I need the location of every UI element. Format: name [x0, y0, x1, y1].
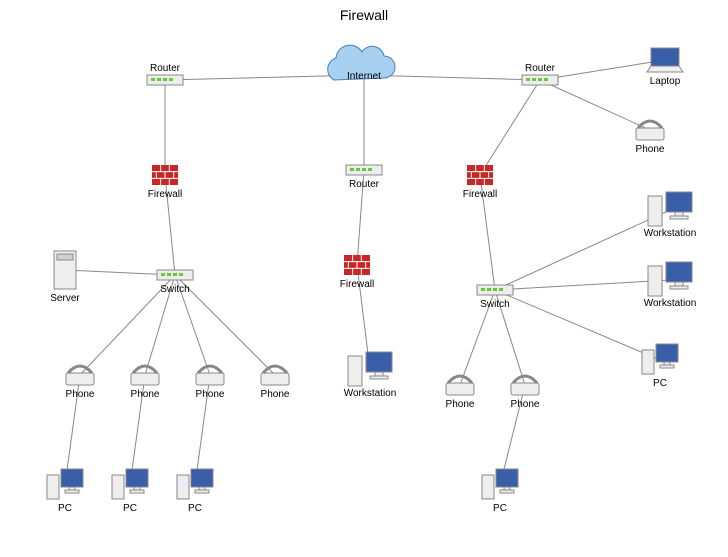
diagram-title: Firewall: [340, 7, 388, 23]
phone-node: Phone: [131, 366, 160, 400]
workstation-icon: [648, 262, 692, 296]
phone-node: Phone: [66, 366, 95, 400]
workstation-node: Workstation: [644, 192, 697, 239]
edge: [495, 280, 670, 290]
laptop-icon: [647, 48, 683, 72]
firewall-label: Firewall: [463, 189, 497, 200]
router-icon: [522, 75, 558, 85]
pc-icon: [482, 469, 518, 499]
pc-icon: [112, 469, 148, 499]
phone-label: Phone: [131, 389, 160, 400]
router-node: Router: [346, 165, 382, 190]
phone-icon: [511, 376, 539, 395]
phone-label: Phone: [261, 389, 290, 400]
phone-node: Phone: [511, 376, 540, 410]
workstation-node: Workstation: [344, 352, 397, 399]
router-label: Router: [150, 63, 181, 74]
server-icon: [54, 251, 76, 289]
phone-icon: [131, 366, 159, 385]
title-node: Firewall: [340, 7, 388, 23]
pc-node: PC: [47, 469, 83, 514]
pc-node: PC: [642, 344, 678, 389]
phone-icon: [66, 366, 94, 385]
firewall-node: Firewall: [340, 255, 374, 290]
switch-icon: [157, 270, 193, 280]
pc-label: PC: [188, 503, 202, 514]
workstation-label: Workstation: [644, 298, 697, 309]
phone-node: Phone: [196, 366, 225, 400]
firewall-label: Firewall: [148, 189, 182, 200]
phone-label: Phone: [636, 144, 665, 155]
workstation-node: Workstation: [644, 262, 697, 309]
laptop-label: Laptop: [650, 76, 681, 87]
phone-label: Phone: [196, 389, 225, 400]
edge: [540, 80, 650, 130]
router-label: Router: [525, 63, 556, 74]
phone-icon: [636, 121, 664, 140]
router-node: Router: [522, 63, 558, 85]
laptop-node: Laptop: [647, 48, 683, 87]
pc-icon: [177, 469, 213, 499]
edge: [480, 80, 540, 175]
switch-label: Switch: [480, 299, 509, 310]
phone-label: Phone: [511, 399, 540, 410]
network-diagram: Firewall Internet Router Router Router Laptop…: [0, 0, 728, 557]
firewall-icon: [152, 165, 178, 185]
cloud-node: Internet: [328, 45, 395, 82]
firewall-icon: [467, 165, 493, 185]
pc-icon: [642, 344, 678, 374]
pc-icon: [47, 469, 83, 499]
router-icon: [346, 165, 382, 175]
edge: [175, 275, 275, 375]
workstation-icon: [348, 352, 392, 386]
server-node: Server: [50, 251, 80, 304]
switch-label: Switch: [160, 284, 189, 295]
pc-label: PC: [123, 503, 137, 514]
firewall-node: Firewall: [463, 165, 497, 200]
switch-node: Switch: [477, 285, 513, 310]
router-node: Router: [147, 63, 183, 85]
edge: [495, 290, 660, 360]
pc-label: PC: [653, 378, 667, 389]
phone-node: Phone: [261, 366, 290, 400]
firewall-label: Firewall: [340, 279, 374, 290]
edge: [540, 60, 665, 80]
edge: [495, 210, 670, 290]
firewall-node: Firewall: [148, 165, 182, 200]
router-icon: [147, 75, 183, 85]
switch-node: Switch: [157, 270, 193, 295]
cloud-label: Internet: [347, 71, 381, 82]
phone-label: Phone: [446, 399, 475, 410]
pc-label: PC: [493, 503, 507, 514]
workstation-label: Workstation: [344, 388, 397, 399]
pc-label: PC: [58, 503, 72, 514]
phone-node: Phone: [446, 376, 475, 410]
phone-label: Phone: [66, 389, 95, 400]
phone-icon: [446, 376, 474, 395]
workstation-icon: [648, 192, 692, 226]
phone-node: Phone: [636, 121, 665, 155]
router-label: Router: [349, 179, 380, 190]
pc-node: PC: [482, 469, 518, 514]
pc-node: PC: [177, 469, 213, 514]
server-label: Server: [50, 293, 80, 304]
firewall-icon: [344, 255, 370, 275]
pc-node: PC: [112, 469, 148, 514]
phone-icon: [196, 366, 224, 385]
workstation-label: Workstation: [644, 228, 697, 239]
switch-icon: [477, 285, 513, 295]
phone-icon: [261, 366, 289, 385]
